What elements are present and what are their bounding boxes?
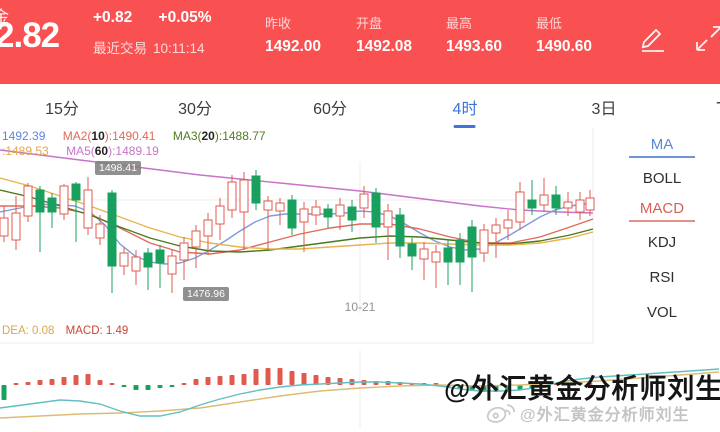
stat-prev-close: 昨收 1492.00	[265, 16, 322, 55]
sidebar-item-ma[interactable]: MA	[616, 136, 708, 158]
expand-fullscreen-icon[interactable]	[694, 25, 720, 58]
draw-pencil-icon[interactable]	[638, 22, 668, 59]
tab-30min[interactable]: 30分	[178, 101, 212, 118]
tab-4hour[interactable]: 4时	[453, 95, 477, 128]
price-change: +0.82	[93, 9, 133, 26]
ma-active-underline	[629, 156, 695, 158]
macd-legend: DEA: 0.08 MACD: 1.49	[2, 325, 129, 337]
last-trade-time: 最近交易 10:11:14	[93, 41, 205, 56]
stat-high: 最高 1493.60	[446, 16, 503, 55]
tab-3day[interactable]: 3日	[591, 101, 617, 118]
tab-60min[interactable]: 60分	[313, 101, 347, 118]
price-change-row: +0.82 +0.05%	[93, 9, 212, 27]
weibo-watermark: @外汇黄金分析师刘生	[486, 401, 690, 425]
stat-low: 最低 1490.60	[536, 16, 593, 55]
indicator-sidebar: MA BOLL MACD KDJ RSI VOL	[616, 128, 708, 358]
low-price-tag: 1476.96	[183, 287, 229, 301]
timeframe-tabbar: 15分 30分 60分 4时 3日 +	[0, 84, 720, 129]
candlestick-macd-chart-canvas[interactable]	[0, 128, 720, 432]
quote-header: 金 2.82 +0.82 +0.05% 最近交易 10:11:14 昨收 1492.…	[0, 0, 720, 84]
add-timeframe-icon[interactable]: +	[716, 92, 720, 116]
ma-legend-row1: 1492.39 MA2(10):1490.41 MA3(20):1488.77	[2, 129, 280, 143]
ma-legend-row2: :1489.53 MA5(60):1489.19	[2, 144, 173, 158]
sidebar-item-boll[interactable]: BOLL	[642, 170, 682, 187]
ma3-value: MA3(20):1488.77	[172, 129, 266, 143]
chart-content: 1492.39 MA2(10):1490.41 MA3(20):1488.77 …	[0, 128, 720, 432]
ma2-value: MA2(10):1490.41	[62, 129, 156, 143]
sidebar-item-vol[interactable]: VOL	[646, 304, 677, 321]
weibo-logo-icon	[486, 404, 516, 423]
high-price-tag: 1498.41	[95, 161, 141, 175]
macd-active-underline	[629, 220, 695, 222]
ma5-value: MA5(60):1489.19	[66, 144, 159, 158]
ma4-value: :1489.53	[2, 144, 49, 158]
last-price: 2.82	[0, 16, 60, 55]
analyst-watermark-text: @外汇黄金分析师刘生	[444, 374, 720, 404]
active-tab-underline	[454, 125, 476, 128]
sidebar-item-kdj[interactable]: KDJ	[647, 234, 677, 251]
stat-open: 开盘 1492.08	[356, 16, 413, 55]
date-axis-label: 10-21	[344, 300, 376, 314]
price-change-percent: +0.05%	[158, 9, 212, 26]
tab-15min[interactable]: 15分	[45, 101, 79, 118]
ma1-value: 1492.39	[2, 129, 46, 143]
sidebar-item-rsi[interactable]: RSI	[649, 269, 675, 286]
symbol-label: 金	[0, 9, 10, 26]
sidebar-item-macd[interactable]: MACD	[616, 200, 708, 222]
